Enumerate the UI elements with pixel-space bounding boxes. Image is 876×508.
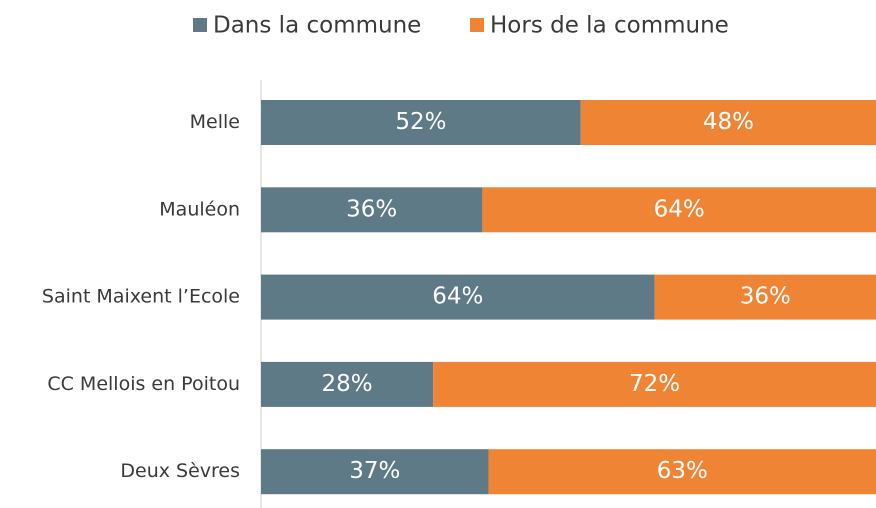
category-label: Deux Sèvres bbox=[120, 460, 240, 482]
bar-segment bbox=[261, 361, 434, 407]
category-label: CC Mellois en Poitou bbox=[47, 373, 240, 395]
value-label: 48% bbox=[703, 109, 754, 135]
legend-label: Dans la commune bbox=[213, 13, 421, 39]
bar-segment bbox=[488, 449, 876, 495]
value-label: 64% bbox=[654, 196, 705, 222]
bar-segment bbox=[261, 187, 483, 233]
value-label: 36% bbox=[740, 284, 791, 310]
value-label: 63% bbox=[657, 458, 708, 484]
legend-swatch bbox=[470, 18, 484, 32]
bar-segment bbox=[261, 274, 655, 320]
legend-swatch bbox=[193, 18, 207, 32]
category-label: Melle bbox=[190, 111, 240, 133]
bar-segment bbox=[654, 274, 876, 320]
value-label: 64% bbox=[432, 284, 483, 310]
category-label: Saint Maixent l’Ecole bbox=[42, 286, 240, 308]
bar-segment bbox=[261, 100, 581, 145]
value-label: 28% bbox=[322, 371, 373, 397]
value-label: 37% bbox=[349, 458, 400, 484]
legend-label: Hors de la commune bbox=[490, 13, 729, 39]
bar-segment bbox=[580, 100, 876, 145]
bar-segment bbox=[433, 361, 876, 407]
bar-segment bbox=[482, 187, 876, 233]
bar-segment bbox=[261, 449, 489, 495]
category-label: Mauléon bbox=[159, 198, 240, 220]
value-label: 52% bbox=[395, 109, 446, 135]
value-label: 36% bbox=[346, 196, 397, 222]
value-label: 72% bbox=[629, 371, 680, 397]
